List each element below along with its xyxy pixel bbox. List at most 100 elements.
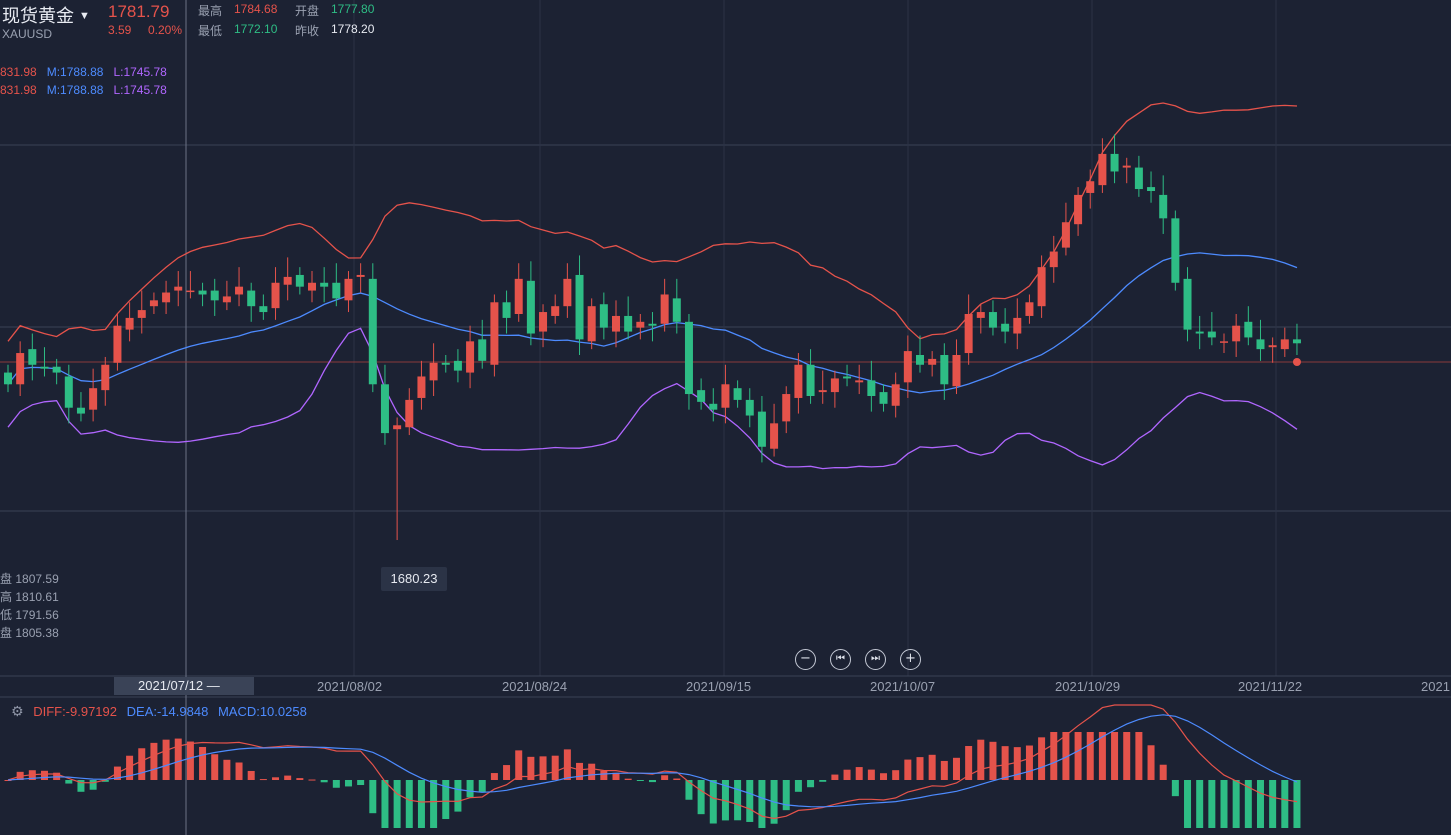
macd-bar xyxy=(588,763,596,780)
prev-close-value: 1778.20 xyxy=(331,22,375,36)
macd-bar xyxy=(867,769,875,780)
macd-bar xyxy=(138,748,146,780)
candle-body xyxy=(1001,323,1010,332)
ohlc-low: 低 1791.56 xyxy=(0,608,59,622)
macd-bar xyxy=(952,757,960,780)
candle-body xyxy=(1037,267,1046,307)
candle-body xyxy=(210,290,219,301)
macd-dea-line xyxy=(7,714,1298,808)
candle-body xyxy=(794,364,803,398)
candle-body xyxy=(830,378,839,393)
candle-body xyxy=(916,355,924,365)
macd-bar xyxy=(576,762,584,780)
macd-bar xyxy=(430,780,438,828)
prev-page-button[interactable]: ⏮ xyxy=(830,649,851,670)
candle-body xyxy=(283,276,292,285)
candle-body xyxy=(368,278,377,385)
candle-body xyxy=(466,341,475,373)
candle-body xyxy=(757,411,766,447)
candle-body xyxy=(405,399,414,428)
candle-body xyxy=(1195,331,1204,334)
macd-bar xyxy=(600,770,608,780)
macd-bar xyxy=(405,780,413,828)
candle-body xyxy=(599,304,608,328)
macd-bar xyxy=(1159,764,1167,780)
dropdown-caret-icon[interactable]: ▼ xyxy=(79,10,90,22)
ohlc-open: 盘 1807.59 xyxy=(0,572,59,586)
macd-bar xyxy=(965,746,973,780)
macd-bar xyxy=(211,754,219,780)
candle-body xyxy=(113,325,122,363)
macd-bar xyxy=(1184,780,1192,828)
macd-bar xyxy=(4,780,12,781)
zoom-in-button[interactable]: + xyxy=(900,649,921,670)
candle-body xyxy=(76,407,85,414)
macd-bar xyxy=(466,780,474,798)
settings-gear-icon[interactable]: ⚙ xyxy=(11,703,24,719)
candle-body xyxy=(1098,153,1107,186)
macd-bar xyxy=(1196,780,1204,828)
candle-body xyxy=(1086,181,1095,193)
candle-body xyxy=(1280,339,1289,350)
candle-body xyxy=(1171,218,1180,283)
macd-bar xyxy=(746,780,754,822)
crosshair-date: 2021/07/12 — xyxy=(114,677,254,695)
candle-body xyxy=(137,310,146,318)
macd-bar xyxy=(259,779,267,781)
candle-body xyxy=(733,388,742,400)
macd-diff: DIFF:-9.97192 xyxy=(33,704,118,719)
candle-body xyxy=(441,362,450,365)
macd-bar xyxy=(977,739,985,780)
macd-bar xyxy=(880,773,888,780)
macd-bar xyxy=(855,767,863,780)
candle-body xyxy=(770,423,779,449)
candle-body xyxy=(867,380,876,396)
candle-body xyxy=(247,290,256,307)
x-tick-label: 2021/08/02 xyxy=(317,679,383,694)
candle-body xyxy=(1134,167,1143,190)
candle-body xyxy=(490,302,499,365)
macd-bar xyxy=(247,770,255,780)
candle-body xyxy=(235,286,244,295)
macd-bar xyxy=(284,775,292,780)
candle-body xyxy=(1147,187,1156,191)
candle-body xyxy=(1049,251,1058,268)
candle-body xyxy=(612,315,620,332)
candle-body xyxy=(1232,325,1241,342)
macd-bar xyxy=(539,756,547,780)
macd-bar xyxy=(1232,780,1240,828)
macd-bar xyxy=(332,780,340,788)
candle-body xyxy=(417,376,426,398)
candle-body xyxy=(1244,321,1253,338)
macd-bar xyxy=(1293,780,1301,828)
macd-bar xyxy=(126,755,134,780)
candle-body xyxy=(1207,331,1216,338)
macd-bar xyxy=(101,780,109,782)
candle-body xyxy=(198,290,207,295)
macd-bar xyxy=(624,778,632,780)
macd-bar xyxy=(272,777,280,780)
candle-body xyxy=(453,360,462,371)
candle-body xyxy=(672,298,681,322)
macd-bar xyxy=(1050,732,1058,780)
macd-bar xyxy=(928,754,936,780)
candle-body xyxy=(259,306,268,313)
candle-body xyxy=(514,278,523,314)
macd-bar xyxy=(940,760,948,780)
zoom-out-button[interactable]: − xyxy=(795,649,816,670)
candle-body xyxy=(1110,153,1119,172)
next-page-button[interactable]: ⏭ xyxy=(865,649,886,670)
candle-body xyxy=(52,366,61,373)
macd-bar xyxy=(1038,737,1046,780)
macd-bar xyxy=(1062,732,1070,780)
open-value: 1777.80 xyxy=(331,2,375,16)
macd-bar xyxy=(162,739,170,780)
boll-upper-line xyxy=(7,102,1298,342)
instrument-title[interactable]: 现货黄金 ▼ xyxy=(2,6,90,26)
open-label: 开盘 xyxy=(295,4,320,18)
candle-body xyxy=(332,282,341,299)
candle-body xyxy=(879,392,888,404)
candle-body xyxy=(891,384,900,406)
candle-body xyxy=(149,300,158,307)
